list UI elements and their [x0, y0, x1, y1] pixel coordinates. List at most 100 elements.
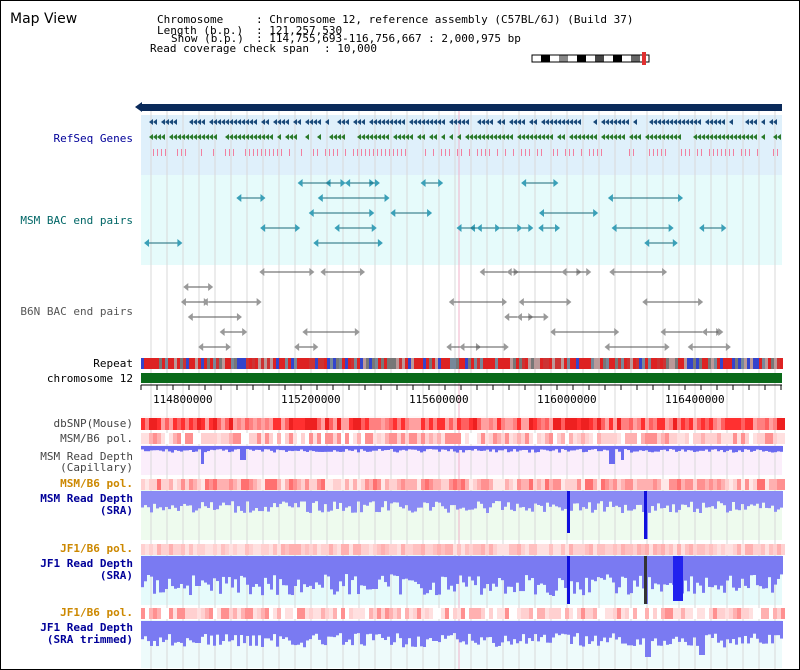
- msm-depth-sra-bar: [180, 491, 183, 507]
- msm-depth-sra-bar: [462, 491, 465, 508]
- repeat-segment: [210, 358, 213, 369]
- jf1-depth-sra-bar: [273, 556, 276, 576]
- msm-depth-cap-bar: [381, 446, 384, 451]
- track-label-jf1-pol-2[interactable]: JF1/B6 pol.: [60, 606, 133, 619]
- jf1-depth-trim-bar: [591, 621, 594, 642]
- track-label-msm-depth-capillary[interactable]: MSM Read Depth: [40, 450, 133, 463]
- refseq-gene-arrow: [761, 119, 765, 125]
- jf1-pol-band: [261, 544, 265, 555]
- refseq-gene-arrow: [441, 134, 445, 140]
- msm-pol-band: [321, 433, 325, 444]
- jf1-pol-band: [385, 544, 389, 555]
- msm-pol-band: [545, 479, 549, 490]
- refseq-gene-arrow: [381, 134, 385, 140]
- msm-depth-sra-bar: [378, 491, 381, 513]
- ideogram-band: [568, 55, 577, 62]
- jf1-depth-trim-bar: [717, 621, 720, 643]
- repeat-segment: [504, 358, 507, 369]
- ideogram-outline: [531, 54, 650, 63]
- jf1-depth-trim-bar: [468, 621, 471, 634]
- jf1-depth-sra-bar: [255, 556, 258, 585]
- msm-depth-sra-bar: [624, 491, 627, 505]
- jf1-depth-trim-bar: [180, 621, 183, 643]
- msm-depth-cap-bar: [600, 446, 603, 452]
- jf1-pol-band: [421, 608, 425, 619]
- jf1-depth-sra-bar: [153, 556, 156, 594]
- track-label-jf1-depth-trimmed[interactable]: JF1 Read Depth: [40, 621, 133, 634]
- track-label-refseq-genes[interactable]: RefSeq Genes: [53, 132, 133, 145]
- jf1-depth-sra-bar: [477, 556, 480, 577]
- track-label-msm-bac[interactable]: MSM BAC end pairs: [20, 214, 133, 227]
- msm-depth-sra-bar: [738, 491, 741, 511]
- repeat-segment: [159, 358, 162, 369]
- repeat-segment: [153, 358, 156, 369]
- jf1-depth-trim-bar: [612, 621, 615, 634]
- b6n-bac-end: [360, 268, 366, 276]
- jf1-depth-trim-bar: [408, 621, 411, 639]
- jf1-depth-trim-bar: [762, 621, 765, 644]
- jf1-depth-trim-bar: [429, 621, 432, 639]
- refseq-gene-arrow: [533, 134, 537, 140]
- refseq-gene-arrow: [533, 119, 537, 125]
- repeat-segment: [729, 358, 732, 369]
- dbsnp-band: [509, 418, 513, 430]
- msm-depth-sra-bar: [417, 491, 420, 508]
- repeat-segment: [237, 358, 240, 369]
- msm-depth-cap-bar: [582, 446, 585, 453]
- jf1-pol-band: [729, 544, 733, 555]
- b6n-bac-end: [302, 328, 308, 336]
- jf1-depth-sra-bar: [180, 556, 183, 584]
- jf1-pol-band: [485, 608, 489, 619]
- track-label-jf1-depth-sra[interactable]: JF1 Read Depth: [40, 557, 133, 570]
- refseq-gene-arrow: [601, 134, 605, 140]
- dbsnp-band: [181, 418, 185, 430]
- msm-depth-cap-bar: [252, 446, 255, 451]
- msm-pol-band: [401, 479, 405, 490]
- msm-depth-cap-bar: [303, 446, 306, 452]
- refseq-gene-arrow: [457, 134, 461, 140]
- msm-depth-cap-bar: [417, 446, 420, 451]
- jf1-pol-band: [233, 544, 237, 555]
- jf1-pol-band: [717, 544, 721, 555]
- track-label-dbsnp[interactable]: dbSNP(Mouse): [53, 417, 133, 430]
- msm-depth-cap-bar: [510, 446, 513, 452]
- msm-pol-band: [633, 433, 637, 444]
- msm-depth-sra-bar: [339, 491, 342, 503]
- track-label-msm-pol-1[interactable]: MSM/B6 pol.: [60, 432, 133, 445]
- jf1-depth-sra-bar: [423, 556, 426, 595]
- msm-depth-cap-bar: [654, 446, 657, 452]
- msm-pol-band: [601, 433, 605, 444]
- refseq-gene-arrow: [185, 134, 189, 140]
- msm-depth-cap-bar: [771, 446, 774, 453]
- jf1-depth-trim-bar: [273, 621, 276, 635]
- msm-pol-band: [469, 479, 473, 490]
- jf1-depth-trim-bar: [330, 621, 333, 637]
- repeat-segment: [417, 358, 420, 369]
- refseq-gene-arrow: [449, 134, 453, 140]
- jf1-depth-trim-bar: [771, 621, 774, 644]
- jf1-pol-band: [641, 608, 645, 619]
- jf1-depth-sra-bar: [414, 556, 417, 582]
- dbsnp-band: [569, 418, 573, 430]
- msm-pol-band: [557, 433, 561, 444]
- track-label-msm-depth-sra[interactable]: MSM Read Depth: [40, 492, 133, 505]
- jf1-pol-band: [373, 608, 377, 619]
- track-label-msm-pol-2[interactable]: MSM/B6 pol.: [60, 477, 133, 490]
- msm-depth-cap-bar: [405, 446, 408, 451]
- track-label-b6n-bac[interactable]: B6N BAC end pairs: [20, 305, 133, 318]
- repeat-segment: [366, 358, 369, 369]
- refseq-exon-tick: [697, 149, 698, 156]
- repeat-segment: [660, 358, 663, 369]
- dbsnp-band: [461, 418, 465, 430]
- msm-depth-sra-bar: [459, 491, 462, 509]
- jf1-depth-sra-bar: [432, 556, 435, 583]
- msm-bac-end: [420, 179, 426, 187]
- jf1-pol-band: [705, 544, 709, 555]
- msm-pol-band: [521, 433, 525, 444]
- track-label-jf1-pol-1[interactable]: JF1/B6 pol.: [60, 542, 133, 555]
- b6n-bac-end: [219, 328, 225, 336]
- msm-depth-sra-bar: [381, 491, 384, 508]
- jf1-pol-band: [185, 544, 189, 555]
- msm-pol-band: [313, 479, 317, 490]
